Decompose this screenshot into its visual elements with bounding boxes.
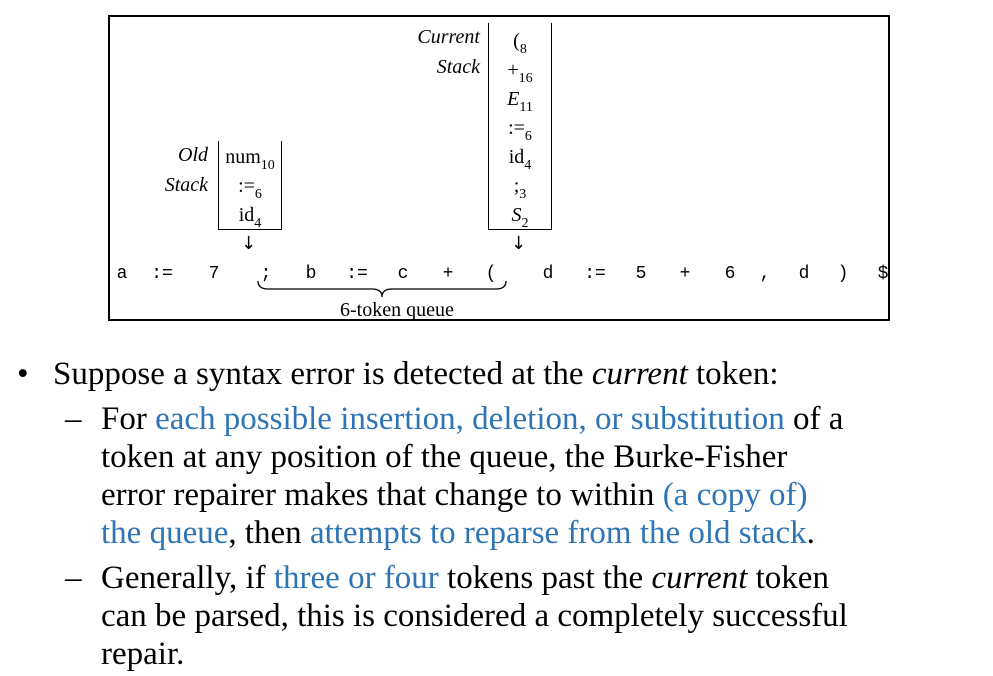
- current-stack-arrow: ↓: [511, 233, 527, 254]
- token: :=: [151, 264, 173, 284]
- queue-label: 6-token queue: [340, 299, 454, 321]
- sub-bullet-2-line2: can be parsed, this is considered a comp…: [101, 598, 848, 634]
- current-stack-symbol: :=: [508, 117, 525, 139]
- current-stack-symbol: ;: [513, 175, 520, 197]
- sub-bullet-2-marker: –: [65, 560, 82, 596]
- bullet-marker: •: [17, 356, 29, 392]
- bullet-main: Suppose a syntax error is detected at th…: [53, 356, 779, 393]
- bullet-main-text3: token:: [687, 356, 779, 392]
- token: :=: [346, 264, 368, 284]
- sub1-l4b: , then: [228, 515, 310, 551]
- sub1-l4d: .: [806, 515, 815, 551]
- token: b: [305, 264, 317, 284]
- sub-bullet-1-line1: For each possible insertion, deletion, o…: [101, 401, 843, 438]
- old-stack: num10:=6 id4: [218, 141, 282, 231]
- sub1-l3a: error repairer makes that change to with…: [101, 477, 663, 513]
- token: (: [485, 264, 497, 284]
- current-stack-symbol: id: [508, 146, 525, 168]
- bullet-main-text1: Suppose a syntax error is detected at th…: [53, 356, 592, 392]
- sub1-l3b: (a copy of): [662, 477, 808, 513]
- old-stack-entry: id4: [219, 203, 281, 231]
- current-stack-entry: E11: [489, 87, 551, 115]
- sub1-l4c: attempts to reparse from the old stack: [309, 515, 807, 551]
- token: c: [397, 264, 409, 284]
- token: d: [798, 264, 810, 284]
- sub-bullet-2-line3: repair.: [101, 636, 185, 672]
- token: +: [679, 264, 691, 284]
- current-stack-entry: (8: [489, 29, 551, 57]
- old-stack-label: Old Stack: [165, 143, 208, 197]
- token: 6: [724, 264, 736, 284]
- current-stack-entry: +16: [489, 58, 551, 86]
- token: 7: [208, 264, 220, 284]
- current-stack-entry: id4: [489, 145, 551, 173]
- token: $: [877, 264, 889, 284]
- token: :=: [584, 264, 606, 284]
- current-stack-state: 11: [519, 100, 533, 115]
- current-label-line2: Stack: [436, 56, 480, 78]
- sub-bullet-1-marker: –: [65, 401, 82, 437]
- sub2-l1e: token: [747, 560, 829, 596]
- old-stack-state: 4: [254, 216, 262, 231]
- old-stack-state: 10: [260, 158, 275, 173]
- old-stack-symbol: id: [238, 204, 255, 226]
- queue-brace: [257, 280, 507, 298]
- current-stack-symbol: (: [513, 30, 520, 52]
- token: ,: [759, 264, 771, 284]
- bullet-main-current: current: [591, 356, 688, 392]
- current-stack-label: Current Stack: [417, 25, 480, 79]
- old-stack-symbol: num: [225, 146, 261, 168]
- current-stack-symbol: +: [507, 59, 519, 81]
- old-stack-arrow: ↓: [241, 233, 257, 254]
- token: ;: [260, 264, 272, 284]
- current-stack-state: 16: [518, 71, 533, 86]
- sub1-l1a: For: [101, 401, 156, 437]
- old-label-line2: Stack: [164, 174, 208, 196]
- sub-bullet-2-line1: Generally, if three or four tokens past …: [101, 560, 829, 597]
- current-stack-entry: S2: [489, 203, 551, 231]
- burke-fisher-diagram: Current Stack (8 +16 E11:=6 id4 ;3 S2 Old Sta…: [108, 15, 890, 321]
- sub-bullet-1-line3: error repairer makes that change to with…: [101, 477, 807, 514]
- token: ): [837, 264, 849, 284]
- sub2-l1d: current: [651, 560, 748, 596]
- old-stack-symbol: :=: [238, 175, 255, 197]
- sub2-l1b: three or four: [273, 560, 439, 596]
- sub1-l1c: of a: [784, 401, 844, 437]
- current-stack: (8 +16 E11:=6 id4 ;3 S2: [488, 23, 552, 231]
- current-stack-state: 2: [521, 216, 529, 231]
- current-stack-state: 8: [519, 42, 527, 57]
- old-stack-entry: num10: [219, 145, 281, 173]
- sub1-l1b: each possible insertion, deletion, or su…: [155, 401, 785, 437]
- current-stack-entry: ;3: [489, 174, 551, 202]
- sub2-l1c: tokens past the: [438, 560, 652, 596]
- token: 5: [635, 264, 647, 284]
- current-stack-state: 6: [524, 129, 532, 144]
- sub-bullet-1-line2: token at any position of the queue, the …: [101, 439, 788, 475]
- token: a: [116, 264, 128, 284]
- token: +: [442, 264, 454, 284]
- current-stack-symbol: S: [511, 204, 522, 226]
- old-stack-state: 6: [254, 187, 262, 202]
- sub1-l4a: the queue: [101, 515, 229, 551]
- sub-bullet-1-line4: the queue, then attempts to reparse from…: [101, 515, 815, 552]
- token: d: [542, 264, 554, 284]
- sub2-l1a: Generally, if: [101, 560, 274, 596]
- old-stack-entry: :=6: [219, 174, 281, 202]
- old-label-line1: Old: [178, 144, 208, 166]
- current-stack-symbol: E: [507, 88, 520, 110]
- current-stack-state: 3: [519, 187, 527, 202]
- current-stack-entry: :=6: [489, 116, 551, 144]
- current-stack-state: 4: [524, 158, 532, 173]
- current-label-line1: Current: [417, 26, 480, 48]
